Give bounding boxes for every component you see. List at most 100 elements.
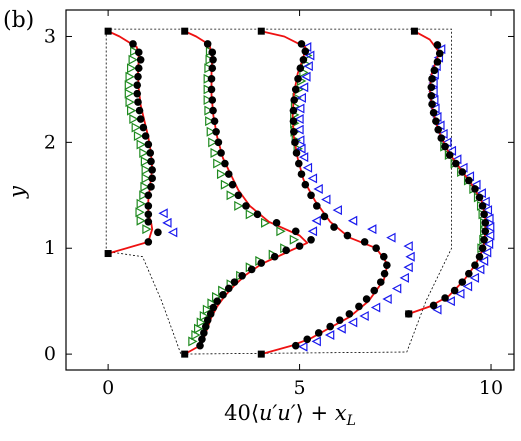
- profile-0: [104, 27, 178, 258]
- green-triangle-marker: [136, 139, 146, 150]
- blue-triangle-marker: [403, 241, 413, 252]
- black-dot-marker: [313, 202, 321, 210]
- blue-triangle-marker: [302, 162, 313, 173]
- green-triangle-marker: [202, 304, 213, 315]
- blue-triangle-marker: [158, 208, 168, 219]
- black-square-marker: [405, 310, 413, 318]
- black-dot-marker: [291, 227, 300, 236]
- black-dot-marker: [230, 278, 239, 286]
- blue-triangle-marker: [347, 317, 358, 328]
- black-dot-marker: [146, 149, 155, 157]
- y-tick-label: 0: [44, 343, 56, 365]
- black-dot-marker: [290, 96, 299, 104]
- blue-triangle-marker: [455, 288, 465, 299]
- black-square-marker: [410, 27, 418, 35]
- y-tick-label: 1: [44, 237, 56, 259]
- blue-triangle-marker: [478, 255, 489, 266]
- blue-triangle-marker: [399, 272, 409, 283]
- black-dot-marker: [154, 228, 162, 237]
- green-triangle-marker: [204, 63, 214, 74]
- black-dot-marker: [475, 193, 484, 202]
- black-dot-marker: [297, 170, 306, 178]
- black-dot-marker: [144, 202, 153, 210]
- blue-triangle-marker: [391, 283, 402, 294]
- black-dot-marker: [428, 100, 436, 109]
- green-triangle-marker: [135, 207, 145, 218]
- black-dot-marker: [471, 261, 479, 269]
- green-triangle-marker: [124, 80, 135, 91]
- blue-triangle-marker: [162, 217, 172, 228]
- black-dot-marker: [471, 185, 479, 193]
- profiles-layer: [104, 27, 495, 358]
- green-triangle-marker: [140, 181, 150, 192]
- blue-triangle-marker: [359, 311, 369, 321]
- black-dot-marker: [219, 291, 227, 299]
- blue-triangle-marker: [432, 304, 442, 315]
- red-profile-line: [261, 30, 389, 355]
- green-triangle-marker: [199, 311, 210, 321]
- black-dot-marker: [198, 335, 206, 344]
- green-triangle-marker: [136, 198, 146, 209]
- domain-outline-layer: [105, 28, 453, 355]
- blue-triangle-marker: [307, 226, 318, 237]
- black-square-marker: [104, 27, 112, 35]
- x-axis-label: 40⟨u′u′⟩ + xL: [224, 401, 356, 429]
- blue-triangle-marker: [445, 296, 455, 307]
- black-dot-marker: [208, 64, 217, 73]
- green-triangle-marker: [220, 179, 231, 190]
- blue-triangle-marker: [301, 71, 311, 82]
- black-dot-marker: [380, 269, 389, 278]
- black-dot-marker: [144, 140, 153, 149]
- x-tick-label: 10: [479, 377, 503, 399]
- blue-triangle-marker: [298, 152, 309, 163]
- black-dot-marker: [429, 108, 438, 117]
- blue-triangle-marker: [347, 215, 358, 226]
- green-triangle-marker: [299, 67, 309, 78]
- black-dot-marker: [372, 244, 380, 253]
- black-dot-marker: [480, 235, 488, 244]
- black-dot-marker: [224, 284, 233, 293]
- black-dot-marker: [301, 47, 310, 56]
- black-dot-marker: [221, 159, 229, 168]
- x-axis-label-sub: L: [346, 413, 356, 429]
- panel-label: (b): [3, 8, 34, 33]
- black-dot-marker: [135, 106, 144, 115]
- green-triangle-marker: [130, 46, 140, 57]
- green-triangle-marker: [188, 336, 198, 347]
- black-dot-marker: [383, 261, 391, 269]
- green-triangle-marker: [206, 126, 217, 137]
- plot-area: 0 5 10 0 1 2 3: [44, 9, 515, 399]
- blue-triangle-marker: [294, 124, 304, 135]
- black-dot-marker: [360, 238, 369, 246]
- black-dot-marker: [201, 322, 210, 331]
- y-tick-label: 2: [44, 131, 56, 153]
- x-axis-label-x: x: [335, 401, 347, 425]
- black-dot-marker: [129, 40, 137, 48]
- black-dot-marker: [210, 117, 219, 125]
- black-dot-marker: [133, 89, 142, 98]
- green-triangle-marker: [139, 190, 149, 201]
- black-dot-marker: [144, 238, 153, 246]
- ticks-layer: 0 5 10 0 1 2 3: [44, 10, 514, 399]
- black-dot-marker: [213, 297, 222, 305]
- black-dot-marker: [465, 269, 473, 278]
- blue-triangle-marker: [311, 336, 321, 347]
- black-square-marker: [257, 350, 265, 358]
- black-dot-marker: [134, 98, 142, 106]
- black-dot-marker: [224, 170, 233, 178]
- blue-triangle-marker: [483, 239, 494, 249]
- black-dot-marker: [134, 64, 143, 73]
- black-dot-marker: [207, 85, 216, 94]
- black-dot-marker: [289, 106, 298, 115]
- green-triangle-marker: [142, 224, 152, 235]
- black-dot-marker: [134, 72, 142, 81]
- blue-triangle-marker: [298, 341, 308, 352]
- green-triangle-marker: [289, 234, 300, 245]
- black-dot-marker: [303, 335, 312, 344]
- y-tick-label: 3: [44, 25, 56, 47]
- black-dot-marker: [206, 310, 215, 318]
- black-dot-marker: [144, 217, 153, 226]
- green-triangle-marker: [261, 217, 271, 228]
- black-dot-marker: [345, 310, 354, 318]
- black-dot-marker: [475, 252, 484, 261]
